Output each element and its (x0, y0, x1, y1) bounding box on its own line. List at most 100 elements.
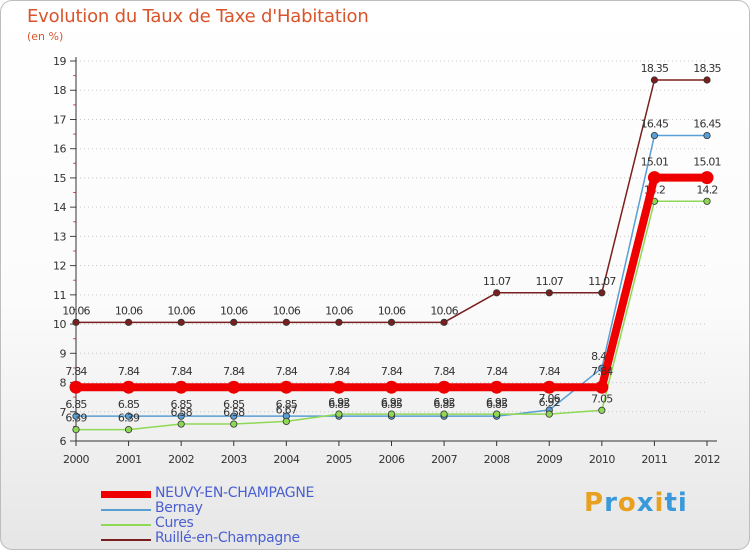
data-label: 6.92 (328, 396, 349, 409)
data-point (72, 318, 80, 326)
data-label: 6.85 (118, 398, 140, 411)
legend-label-cures: Cures (155, 515, 194, 531)
data-label: 7.06 (539, 392, 561, 405)
data-point (542, 380, 556, 394)
legend-swatch-neuvy (101, 491, 151, 498)
data-label: 10.06 (325, 304, 353, 317)
data-point (650, 131, 659, 140)
y-tick-label: 6 (60, 435, 67, 448)
data-label: 6.58 (223, 406, 245, 419)
data-point (332, 380, 346, 394)
data-point (440, 410, 448, 418)
data-label: 10.06 (220, 304, 248, 317)
legend-label-ruille: Ruillé-en-Champagne (155, 530, 300, 546)
data-point (279, 380, 293, 394)
data-label: 11.07 (588, 275, 616, 288)
x-tick-label: 2002 (168, 453, 194, 466)
data-label: 10.06 (430, 304, 458, 317)
data-label: 7.84 (223, 365, 245, 378)
data-point (122, 380, 136, 394)
data-label: 6.85 (223, 398, 245, 411)
chart-subtitle: (en %) (27, 30, 64, 43)
data-point (493, 410, 501, 418)
data-label: 7.84 (328, 365, 350, 378)
data-label: 6.85 (171, 398, 193, 411)
legend-label-neuvy: NEUVY-EN-CHAMPAGNE (155, 485, 315, 501)
y-tick-label: 13 (53, 230, 66, 243)
x-tick-label: 2012 (694, 453, 720, 466)
data-point (335, 318, 343, 326)
data-label: 6.85 (328, 398, 350, 411)
data-point (230, 420, 238, 428)
data-label: 10.06 (273, 304, 301, 317)
data-label: 6.85 (433, 398, 455, 411)
data-point (490, 380, 504, 394)
data-label: 7.84 (118, 365, 140, 378)
data-point (282, 318, 290, 326)
y-tick-label: 8 (60, 377, 67, 390)
data-label: 6.92 (486, 396, 507, 409)
data-label: 7.84 (433, 365, 455, 378)
data-point (124, 318, 133, 326)
data-point (440, 318, 448, 326)
x-tick-label: 2004 (273, 453, 299, 466)
legend-swatch-ruille (101, 539, 151, 541)
proxiti-logo: Proxiti (584, 488, 688, 518)
x-tick-label: 2007 (431, 453, 457, 466)
data-label: 6.92 (433, 396, 454, 409)
y-tick-label: 14 (53, 201, 66, 214)
data-label: 10.06 (62, 304, 90, 317)
data-point (703, 197, 711, 205)
y-tick-label: 12 (53, 260, 66, 273)
y-tick-label: 19 (53, 55, 66, 68)
legend-swatch-bernay (101, 509, 151, 511)
data-point (227, 380, 241, 394)
legend-swatch-cures (101, 524, 151, 526)
x-tick-label: 2006 (379, 453, 405, 466)
data-point (124, 425, 133, 434)
y-tick-label: 15 (53, 172, 66, 185)
x-tick-label: 2009 (536, 453, 562, 466)
data-point (545, 410, 553, 418)
data-point (595, 380, 609, 394)
data-point (72, 425, 80, 434)
data-label: 15.01 (641, 156, 669, 169)
data-point (124, 412, 133, 420)
x-tick-label: 2010 (589, 453, 615, 466)
data-label: 6.85 (65, 398, 87, 411)
data-point (282, 417, 290, 426)
data-label: 7.05 (591, 392, 613, 405)
data-point (700, 171, 714, 185)
data-point (230, 412, 238, 420)
y-tick-label: 9 (60, 347, 67, 360)
data-point (69, 380, 83, 394)
x-tick-label: 2008 (484, 453, 510, 466)
data-label: 6.39 (118, 412, 140, 425)
data-label: 7.84 (381, 365, 403, 378)
data-point (703, 131, 711, 140)
data-point (230, 318, 238, 326)
data-label: 18.35 (641, 62, 669, 75)
data-label: 16.45 (641, 118, 669, 131)
y-tick-label: 11 (53, 289, 66, 302)
data-label: 7.84 (65, 365, 87, 378)
data-label: 6.92 (381, 396, 402, 409)
data-label: 6.85 (276, 398, 298, 411)
data-label: 6.92 (539, 396, 560, 409)
y-tick-label: 18 (53, 84, 66, 97)
data-label: 7.84 (591, 365, 613, 378)
data-point (493, 289, 501, 297)
data-point (647, 171, 661, 185)
data-label: 14.2 (696, 183, 717, 196)
x-tick-label: 2001 (116, 453, 142, 466)
data-label: 6.58 (171, 406, 193, 419)
data-label: 18.35 (693, 62, 721, 75)
data-point (387, 318, 396, 326)
data-point (598, 406, 606, 414)
data-label: 6.85 (381, 398, 403, 411)
data-point (174, 380, 188, 394)
y-tick-label: 16 (53, 143, 66, 156)
data-point (177, 412, 185, 420)
